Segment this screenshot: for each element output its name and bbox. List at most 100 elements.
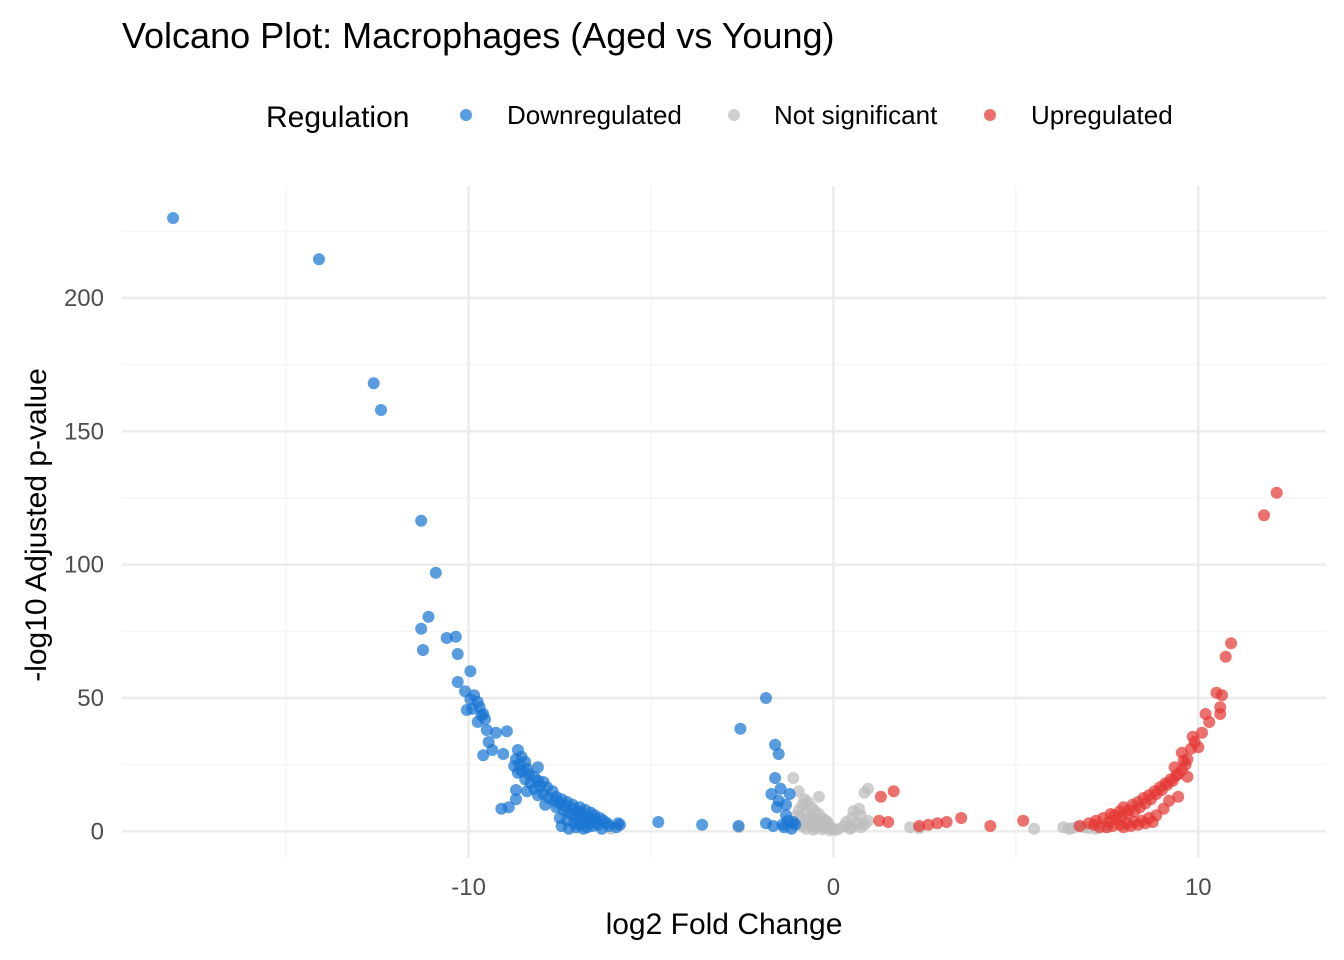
point-upregulated — [1177, 754, 1190, 767]
point-downregulated — [422, 610, 435, 623]
point-downregulated — [440, 632, 453, 644]
point-downregulated — [734, 722, 747, 735]
point-upregulated — [922, 818, 935, 831]
legend-swatch-downregulated — [460, 109, 472, 121]
point-upregulated — [931, 817, 944, 830]
point-not-significant — [1062, 822, 1075, 835]
point-not-significant — [1028, 822, 1041, 835]
legend-swatch-not-significant — [728, 109, 740, 121]
point-upregulated — [887, 785, 900, 798]
point-downregulated — [464, 665, 477, 678]
point-upregulated — [874, 790, 887, 803]
point-upregulated — [1146, 816, 1159, 828]
point-downregulated — [539, 798, 552, 811]
point-downregulated — [480, 724, 493, 736]
point-downregulated — [785, 822, 798, 835]
point-upregulated — [913, 820, 926, 832]
point-downregulated — [495, 802, 508, 815]
point-downregulated — [595, 822, 608, 835]
point-downregulated — [521, 785, 533, 798]
point-downregulated — [783, 788, 796, 800]
point-downregulated — [375, 404, 387, 416]
y-tick-label: 200 — [64, 285, 104, 312]
y-axis-title: -log10 Adjusted p-value — [20, 368, 53, 682]
point-downregulated — [490, 726, 502, 739]
point-not-significant — [858, 786, 871, 799]
point-upregulated — [1093, 821, 1106, 834]
point-not-significant — [812, 790, 825, 803]
x-tick-label: 0 — [827, 874, 840, 901]
point-downregulated — [531, 789, 544, 802]
point-downregulated — [497, 748, 510, 760]
point-downregulated — [772, 748, 785, 760]
point-upregulated — [955, 812, 968, 824]
point-downregulated — [770, 801, 783, 814]
point-not-significant — [843, 822, 856, 835]
point-downregulated — [167, 212, 180, 224]
point-downregulated — [500, 725, 513, 738]
point-upregulated — [882, 816, 895, 828]
chart-title: Volcano Plot: Macrophages (Aged vs Young… — [122, 15, 834, 56]
point-downregulated — [732, 820, 745, 832]
point-downregulated — [451, 676, 464, 688]
point-upregulated — [1225, 637, 1238, 650]
y-tick-label: 100 — [64, 552, 104, 579]
point-not-significant — [807, 823, 820, 836]
x-axis-title: log2 Fold Change — [606, 908, 843, 941]
legend: Regulation Downregulated Not significant… — [266, 100, 1173, 134]
point-downregulated — [696, 818, 709, 831]
legend-label-downregulated: Downregulated — [507, 100, 682, 130]
point-downregulated — [577, 822, 590, 835]
point-downregulated — [610, 821, 623, 834]
point-upregulated — [1168, 761, 1181, 774]
point-downregulated — [477, 749, 490, 762]
x-axis-ticks: -10 0 10 — [451, 874, 1211, 901]
point-downregulated — [475, 709, 488, 722]
point-downregulated — [510, 793, 522, 806]
y-tick-label: 0 — [91, 818, 104, 845]
point-downregulated — [367, 377, 380, 390]
point-upregulated — [1073, 820, 1086, 832]
point-upregulated — [1192, 741, 1205, 754]
legend-swatch-upregulated — [984, 109, 996, 121]
point-downregulated — [531, 761, 544, 774]
x-tick-label: -10 — [451, 874, 486, 901]
point-upregulated — [1270, 486, 1283, 499]
point-downregulated — [767, 820, 780, 832]
x-tick-label: 10 — [1185, 874, 1212, 901]
point-downregulated — [415, 622, 428, 635]
point-upregulated — [1216, 689, 1228, 702]
y-tick-label: 150 — [64, 418, 104, 445]
point-not-significant — [823, 824, 836, 837]
y-tick-label: 50 — [77, 685, 104, 712]
point-upregulated — [984, 820, 997, 832]
point-downregulated — [562, 822, 575, 835]
point-downregulated — [313, 253, 325, 266]
point-downregulated — [449, 630, 462, 643]
point-not-significant — [832, 822, 845, 835]
point-upregulated — [1219, 650, 1232, 663]
point-upregulated — [1214, 708, 1227, 720]
point-upregulated — [1258, 509, 1270, 522]
point-upregulated — [873, 814, 886, 827]
point-upregulated — [940, 816, 953, 828]
legend-title: Regulation — [266, 101, 409, 134]
point-upregulated — [1196, 726, 1208, 739]
point-upregulated — [1172, 790, 1185, 803]
point-not-significant — [854, 821, 867, 834]
point-upregulated — [1199, 708, 1212, 720]
point-downregulated — [451, 648, 464, 660]
point-downregulated — [769, 772, 782, 784]
point-downregulated — [652, 816, 665, 828]
point-downregulated — [429, 566, 442, 579]
point-upregulated — [1181, 770, 1194, 783]
point-not-significant — [787, 772, 800, 784]
point-downregulated — [486, 744, 499, 756]
point-downregulated — [780, 798, 792, 811]
point-downregulated — [415, 514, 428, 527]
data-points — [167, 212, 1283, 837]
point-downregulated — [769, 738, 782, 751]
point-downregulated — [760, 692, 772, 704]
legend-label-not-significant: Not significant — [774, 100, 938, 130]
legend-label-upregulated: Upregulated — [1031, 100, 1173, 130]
